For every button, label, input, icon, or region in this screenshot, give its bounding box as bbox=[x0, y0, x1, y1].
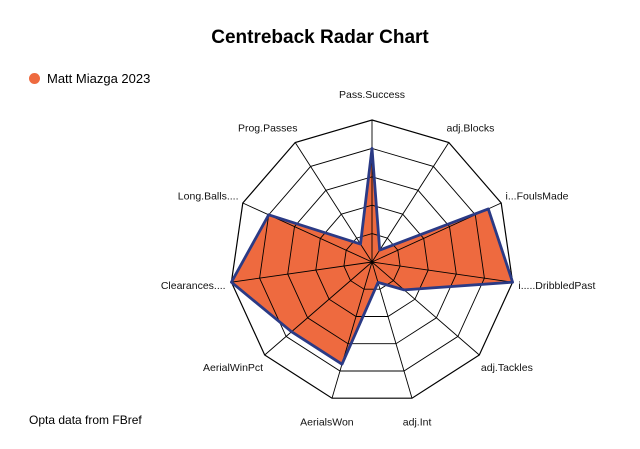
axis-label: Clearances.... bbox=[161, 280, 226, 292]
legend-marker bbox=[29, 73, 40, 84]
axis-label: i.....DribbledPast bbox=[518, 280, 595, 292]
axis-label: Long.Balls.... bbox=[178, 191, 239, 203]
axis-label: adj.Tackles bbox=[481, 362, 533, 374]
grid-spoke bbox=[331, 261, 373, 399]
source-caption: Opta data from FBref bbox=[29, 413, 142, 427]
axis-label: AerialWinPct bbox=[203, 362, 263, 374]
legend: Matt Miazga 2023 bbox=[29, 71, 150, 86]
axis-label: AerialsWon bbox=[300, 417, 354, 429]
grid-ring bbox=[287, 176, 457, 345]
axis-label: adj.Blocks bbox=[447, 122, 495, 134]
grid-spoke bbox=[371, 261, 480, 356]
grid-spoke bbox=[371, 142, 450, 263]
grid-spoke bbox=[231, 261, 373, 283]
grid-ring bbox=[230, 119, 514, 399]
axis-label: adj.Int bbox=[403, 417, 432, 429]
axis-label: i...FoulsMade bbox=[506, 191, 569, 203]
axis-label: Pass.Success bbox=[339, 89, 405, 101]
grid-ring bbox=[343, 233, 401, 290]
series-outline bbox=[229, 146, 514, 366]
grid-spoke bbox=[264, 261, 373, 356]
grid-spoke bbox=[242, 202, 373, 263]
grid-ring bbox=[259, 147, 485, 372]
grid-spoke bbox=[371, 261, 513, 283]
axis-label: Prog.Passes bbox=[238, 122, 298, 134]
legend-label: Matt Miazga 2023 bbox=[47, 71, 151, 86]
grid-spoke bbox=[294, 142, 373, 263]
chart-title: Centreback Radar Chart bbox=[211, 27, 429, 48]
grid-spoke bbox=[371, 261, 413, 399]
